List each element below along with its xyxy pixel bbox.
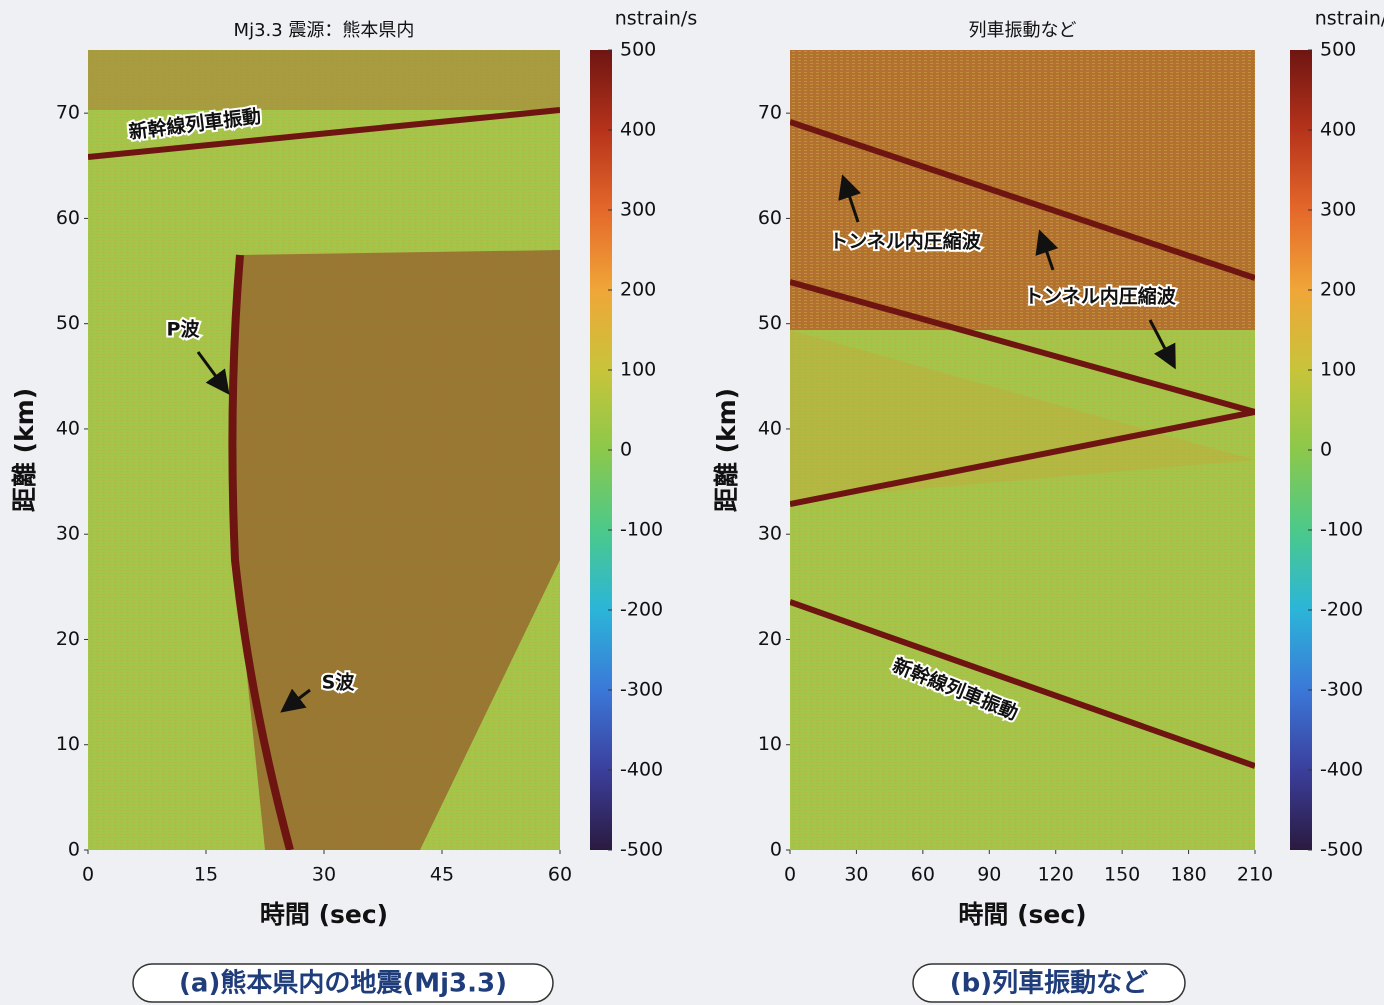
colorbar-tick-label: -400	[1320, 759, 1363, 781]
colorbar-tick-label: 500	[1320, 39, 1356, 61]
x-tick-label: 45	[430, 864, 454, 886]
x-tick-label: 15	[194, 864, 218, 886]
x-tick-label: 0	[784, 864, 796, 886]
x-tick-label: 0	[82, 864, 94, 886]
colorbar-label: nstrain/s	[615, 8, 697, 30]
y-tick-label: 0	[770, 839, 782, 861]
colorbar-tick-label: -100	[620, 519, 663, 541]
colorbar-tick-label: -300	[1320, 679, 1363, 701]
x-tick-label: 90	[977, 864, 1001, 886]
annotation: S波	[322, 671, 356, 694]
y-tick-label: 60	[758, 207, 782, 229]
chart-title: 列車振動など	[969, 20, 1077, 41]
x-tick-label: 180	[1170, 864, 1206, 886]
y-tick-label: 40	[56, 417, 80, 439]
y-axis-label: 距離 (km)	[10, 388, 39, 512]
figure: Mj3.3 震源：熊本県内 0 15 30 45 60 0 10 20 30 40 50 60 70 時間 …	[0, 0, 1384, 1005]
y-tick-label: 10	[758, 733, 782, 755]
x-axis-label: 時間 (sec)	[260, 900, 388, 929]
x-tick-label: 60	[911, 864, 935, 886]
colorbar-tick-label: 100	[1320, 359, 1356, 381]
colorbar-label: nstrain/s	[1315, 8, 1384, 30]
colorbar-tick-label: 0	[1320, 439, 1332, 461]
y-tick-label: 30	[758, 523, 782, 545]
x-tick-label: 210	[1237, 864, 1273, 886]
caption: (a)熊本県内の地震(Mj3.3)	[179, 968, 507, 999]
colorbar-tick-label: -300	[620, 679, 663, 701]
colorbar-tick-label: -100	[1320, 519, 1363, 541]
x-tick-label: 120	[1038, 864, 1074, 886]
colorbar-tick-label: -400	[620, 759, 663, 781]
y-tick-label: 30	[56, 523, 80, 545]
colorbar-tick-label: -200	[1320, 599, 1363, 621]
y-tick-label: 20	[56, 628, 80, 650]
y-tick-label: 70	[758, 102, 782, 124]
x-axis-label: 時間 (sec)	[958, 900, 1086, 929]
y-tick-label: 60	[56, 207, 80, 229]
x-tick-label: 60	[548, 864, 572, 886]
heatmap-b	[790, 50, 1255, 850]
x-tick-label: 150	[1104, 864, 1140, 886]
colorbar-tick-label: -500	[1320, 839, 1363, 861]
y-tick-label: 0	[68, 839, 80, 861]
annotation: P波	[167, 318, 201, 341]
colorbar-tick-label: 100	[620, 359, 656, 381]
colorbar-tick-label: -200	[620, 599, 663, 621]
y-tick-label: 50	[758, 312, 782, 334]
y-tick-label: 70	[56, 102, 80, 124]
y-axis-label: 距離 (km)	[712, 388, 741, 512]
colorbar-tick-label: 400	[1320, 119, 1356, 141]
colorbar-tick-label: 0	[620, 439, 632, 461]
caption: (b)列車振動など	[950, 969, 1148, 999]
annotation: トンネル内圧縮波	[829, 230, 982, 253]
colorbar-tick-label: 200	[620, 279, 656, 301]
x-tick-label: 30	[844, 864, 868, 886]
x-tick-label: 30	[312, 864, 336, 886]
y-tick-label: 20	[758, 628, 782, 650]
colorbar-tick-label: 300	[620, 199, 656, 221]
y-tick-label: 40	[758, 417, 782, 439]
colorbar-tick-label: -500	[620, 839, 663, 861]
colorbar-tick-label: 400	[620, 119, 656, 141]
heatmap-a	[88, 50, 560, 850]
colorbar-tick-label: 200	[1320, 279, 1356, 301]
colorbar-tick-label: 300	[1320, 199, 1356, 221]
colorbar-tick-label: 500	[620, 39, 656, 61]
y-tick-label: 10	[56, 733, 80, 755]
y-tick-label: 50	[56, 312, 80, 334]
chart-title: Mj3.3 震源：熊本県内	[234, 20, 415, 41]
annotation: トンネル内圧縮波	[1024, 285, 1177, 308]
